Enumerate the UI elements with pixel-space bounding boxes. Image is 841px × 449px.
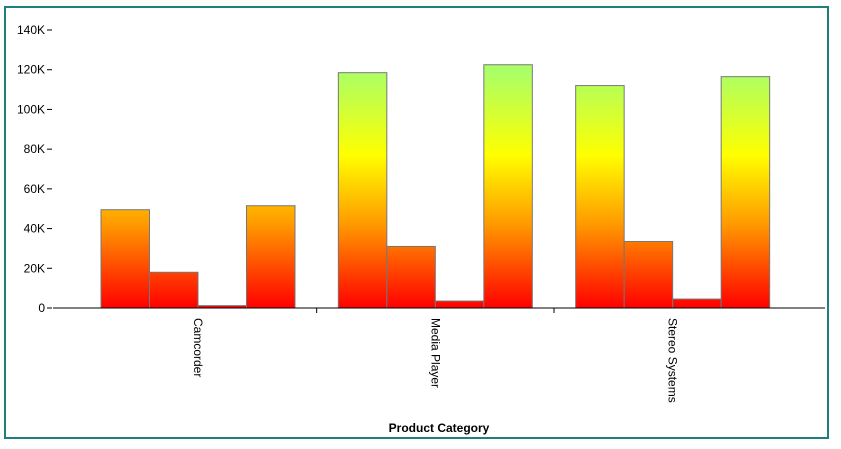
y-tick-label: 60K xyxy=(24,182,45,196)
bar-media-player-1 xyxy=(337,72,388,309)
x-axis-title: Product Category xyxy=(389,421,490,435)
x-tick-label: Media Player xyxy=(428,318,442,388)
bar-stereo-systems-3 xyxy=(672,298,722,309)
y-axis: 0 20K 40K 60K 80K 100K 120K 140K xyxy=(17,23,52,315)
x-tick-label: Stereo Systems xyxy=(666,318,680,403)
y-tick-label: 80K xyxy=(24,142,45,156)
x-axis: Camcorder Media Player Stereo Systems xyxy=(53,307,825,403)
y-tick-label: 0 xyxy=(38,301,45,315)
bar-stereo-systems-2 xyxy=(623,240,674,309)
bar-media-player-4 xyxy=(483,64,533,309)
y-tick-label: 120K xyxy=(17,63,45,77)
bar-camcorder-2 xyxy=(149,271,199,309)
bar-stereo-systems-1 xyxy=(575,85,625,309)
bar-media-player-2 xyxy=(386,245,436,309)
bars xyxy=(100,64,771,309)
bar-stereo-systems-4 xyxy=(720,76,771,309)
bar-media-player-3 xyxy=(434,300,485,309)
y-tick-label: 40K xyxy=(24,222,45,236)
y-tick-label: 100K xyxy=(17,102,45,116)
x-tick-label: Camcorder xyxy=(191,318,205,377)
y-tick-label: 140K xyxy=(17,23,45,37)
bar-camcorder-1 xyxy=(100,209,150,309)
bar-camcorder-4 xyxy=(246,205,296,309)
y-tick-label: 20K xyxy=(24,261,45,275)
